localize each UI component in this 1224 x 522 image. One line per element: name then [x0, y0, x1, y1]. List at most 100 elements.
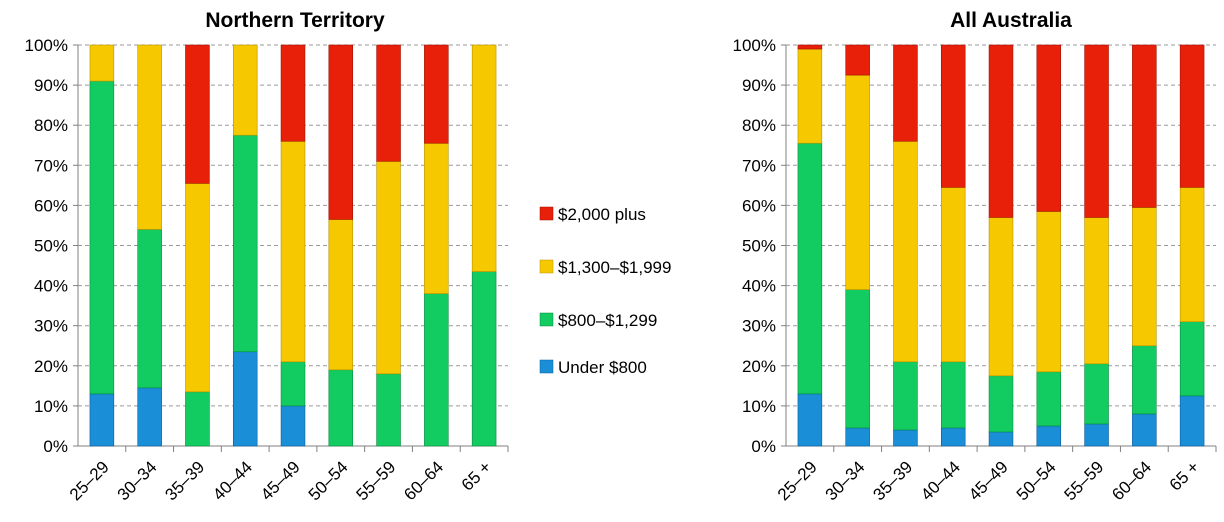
- x-tick-label: 40–44: [209, 457, 256, 504]
- bar-segment: [89, 393, 115, 447]
- bar-segment: [232, 134, 258, 353]
- x-tick-label: 35–39: [869, 457, 916, 504]
- chart-title-northern-territory: Northern Territory: [205, 9, 385, 32]
- bar-segment: [232, 44, 258, 136]
- y-tick-label: 10%: [34, 397, 68, 416]
- bar-segment: [940, 361, 966, 429]
- bar-segment: [893, 361, 918, 431]
- legend-label: Under $800: [558, 358, 647, 377]
- bar-segment: [1132, 207, 1157, 347]
- x-tick-label: 60–64: [1108, 457, 1155, 504]
- bar-segment: [988, 431, 1014, 447]
- bar-segment: [185, 44, 210, 184]
- bar-segment: [1036, 211, 1062, 373]
- y-tick-label: 80%: [742, 116, 776, 135]
- y-tick-label: 0%: [43, 437, 68, 456]
- legend-item-under-800: Under $800: [539, 358, 647, 377]
- bar-segment: [1179, 395, 1205, 447]
- bar-segment: [89, 44, 115, 82]
- legend-swatch: [539, 359, 554, 374]
- bar-segment: [1036, 44, 1062, 212]
- bar-segment: [845, 289, 870, 429]
- legend-label: $1,300–$1,999: [558, 258, 671, 277]
- y-tick-label: 0%: [751, 437, 776, 456]
- y-tick-label: 60%: [742, 196, 776, 215]
- bar-segment: [328, 219, 354, 371]
- bar-segment: [185, 183, 210, 393]
- legend: $2,000 plus $1,300–$1,999 $800–$1,299 Un…: [539, 205, 671, 377]
- x-tick-label: 30–34: [822, 457, 869, 504]
- y-tick-label: 70%: [34, 156, 68, 175]
- legend-item-2000-plus: $2,000 plus: [539, 205, 646, 224]
- bar-segment: [988, 217, 1014, 377]
- legend-item-800-1299: $800–$1,299: [539, 311, 657, 330]
- chart-title-all-australia: All Australia: [950, 9, 1072, 32]
- y-tick-label: 70%: [742, 156, 776, 175]
- bar-segment: [137, 387, 162, 447]
- x-tick-label: 25–29: [66, 457, 113, 504]
- x-tick-label: 45–49: [965, 457, 1012, 504]
- bar-segment: [137, 44, 162, 230]
- x-tick-label: 50–54: [305, 457, 352, 504]
- x-tick-label: 50–54: [1013, 457, 1060, 504]
- x-tick-label: 40–44: [917, 457, 964, 504]
- x-tick-label: 35–39: [161, 457, 208, 504]
- x-tick-label: 65 +: [458, 457, 495, 494]
- bar-segment: [893, 44, 918, 142]
- y-tick-label: 100%: [733, 36, 776, 55]
- x-tick-label: 60–64: [400, 457, 447, 504]
- x-tick-label: 65 +: [1166, 457, 1203, 494]
- bar-segment: [424, 44, 449, 144]
- bar-segment: [89, 80, 115, 395]
- bar-segment: [1179, 321, 1205, 397]
- bar-segment: [1132, 44, 1157, 208]
- bar-segment: [1132, 345, 1157, 415]
- bar-segment: [845, 427, 870, 447]
- bar-segment: [328, 369, 354, 447]
- bar-segment: [1084, 363, 1109, 425]
- bar-segment: [471, 271, 497, 447]
- bar-segment: [471, 44, 497, 272]
- bar-segment: [1179, 187, 1205, 322]
- bar-segment: [424, 142, 449, 294]
- x-tick-label: 55–59: [353, 457, 400, 504]
- legend-item-1300-1999: $1,300–$1,999: [539, 258, 671, 277]
- bar-segment: [280, 361, 306, 407]
- bar-segment: [797, 48, 823, 144]
- bar-segment: [185, 391, 210, 447]
- y-tick-label: 50%: [34, 237, 68, 256]
- bar-segment: [940, 44, 966, 188]
- bar-segment: [232, 351, 258, 447]
- y-tick-label: 30%: [34, 317, 68, 336]
- bar-segment: [1084, 423, 1109, 447]
- legend-label: $800–$1,299: [558, 311, 657, 330]
- bar-segment: [137, 229, 162, 389]
- bar-segment: [328, 44, 354, 220]
- legend-swatch: [539, 206, 554, 221]
- bar-segment: [376, 373, 401, 447]
- bar-segment: [424, 293, 449, 447]
- y-tick-label: 20%: [742, 357, 776, 376]
- bar-segment: [1084, 44, 1109, 218]
- bar-segment: [1179, 44, 1205, 188]
- bar-segment: [797, 142, 823, 395]
- bar-segment: [1036, 425, 1062, 447]
- y-tick-label: 80%: [34, 116, 68, 135]
- bar-segment: [940, 427, 966, 447]
- bar-segment: [845, 74, 870, 290]
- y-tick-label: 10%: [742, 397, 776, 416]
- y-tick-label: 90%: [34, 76, 68, 95]
- bar-segment: [280, 140, 306, 363]
- x-tick-label: 45–49: [257, 457, 304, 504]
- legend-swatch: [539, 312, 554, 327]
- y-tick-label: 100%: [25, 36, 68, 55]
- y-tick-label: 60%: [34, 196, 68, 215]
- bar-segment: [797, 393, 823, 447]
- x-tick-label: 55–59: [1061, 457, 1108, 504]
- bar-segment: [1084, 217, 1109, 365]
- x-tick-label: 30–34: [114, 457, 161, 504]
- y-tick-label: 40%: [742, 277, 776, 296]
- y-tick-label: 50%: [742, 237, 776, 256]
- legend-swatch: [539, 259, 554, 274]
